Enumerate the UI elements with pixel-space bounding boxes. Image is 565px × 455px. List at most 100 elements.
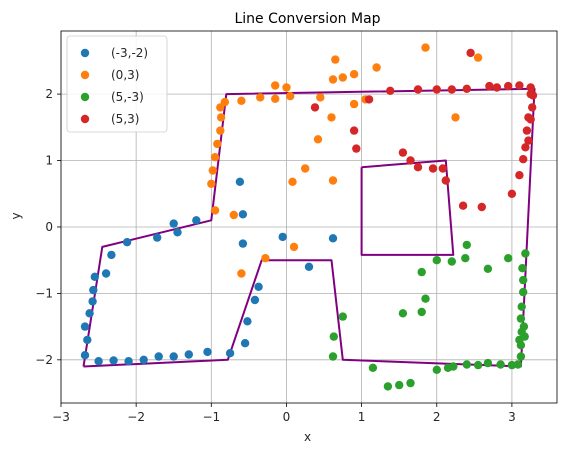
data-point-series-1 <box>107 250 116 260</box>
data-point-series-2 <box>327 113 336 122</box>
data-point-series-4 <box>447 85 456 94</box>
legend-label: (0,3) <box>111 68 139 82</box>
data-point-series-2 <box>289 242 299 252</box>
data-point-series-2 <box>208 166 217 175</box>
legend-marker <box>80 70 90 80</box>
data-point-series-4 <box>526 83 535 92</box>
data-point-series-3 <box>462 240 471 250</box>
data-point-series-2 <box>313 135 323 144</box>
data-point-series-4 <box>526 89 535 99</box>
data-point-series-1 <box>88 297 97 306</box>
data-point-series-1 <box>90 272 100 281</box>
data-point-series-1 <box>80 322 90 331</box>
data-point-series-4 <box>522 126 532 135</box>
data-point-series-4 <box>462 84 471 94</box>
data-point-series-2 <box>207 179 216 188</box>
data-point-series-1 <box>328 234 338 243</box>
legend-marker <box>80 114 90 124</box>
data-point-series-3 <box>417 267 426 277</box>
data-point-series-3 <box>449 362 458 371</box>
data-point-series-4 <box>432 85 441 94</box>
y-tick-label: 1 <box>45 154 53 168</box>
data-point-series-3 <box>483 358 493 368</box>
data-point-series-4 <box>441 176 450 185</box>
x-tick-label: −3 <box>52 410 70 424</box>
data-point-series-1 <box>238 239 248 248</box>
legend-marker <box>80 48 90 58</box>
data-point-series-3 <box>516 314 526 323</box>
data-point-series-4 <box>528 103 537 112</box>
data-point-series-1 <box>169 219 178 228</box>
data-point-series-4 <box>477 202 486 212</box>
data-point-series-3 <box>496 360 505 369</box>
data-point-series-1 <box>80 351 90 360</box>
plot-frame <box>60 30 558 404</box>
data-point-series-2 <box>229 210 238 220</box>
data-point-series-2 <box>256 93 265 102</box>
data-point-series-3 <box>473 360 483 370</box>
data-point-series-4 <box>413 85 423 94</box>
legend: (-3,-2) (0,3) (5,-3) (5,3) <box>66 35 168 133</box>
boundary-line-2 <box>360 159 455 256</box>
data-point-series-2 <box>216 126 225 135</box>
data-point-series-1 <box>169 352 178 361</box>
data-point-series-1 <box>250 295 260 305</box>
data-point-series-2 <box>451 113 460 122</box>
data-point-series-2 <box>372 63 381 72</box>
data-point-series-1 <box>184 350 193 359</box>
data-point-series-3 <box>383 382 393 391</box>
data-point-series-1 <box>109 356 118 365</box>
data-point-series-4 <box>492 83 502 92</box>
data-point-series-1 <box>173 228 182 237</box>
data-point-series-3 <box>519 322 529 331</box>
y-tick-label: 2 <box>45 87 53 101</box>
data-point-series-1 <box>304 262 314 271</box>
legend-label: (5,3) <box>111 112 139 126</box>
x-tick-label: −2 <box>127 410 145 424</box>
data-point-series-2 <box>216 113 226 122</box>
legend-box <box>66 35 168 133</box>
data-point-series-2 <box>261 254 270 263</box>
data-point-series-2 <box>237 269 246 278</box>
data-point-series-3 <box>519 287 528 297</box>
data-point-series-1 <box>124 357 133 366</box>
data-point-series-3 <box>432 256 441 265</box>
y-axis-label: y <box>9 212 23 219</box>
x-axis-label: x <box>304 430 311 444</box>
data-point-series-4 <box>507 189 517 198</box>
data-point-series-1 <box>243 317 252 326</box>
data-point-series-3 <box>462 360 471 369</box>
y-tick-label: 0 <box>45 220 53 234</box>
data-point-series-4 <box>515 81 524 90</box>
legend-label: (-3,-2) <box>111 46 148 60</box>
y-tick-label: −1 <box>35 286 53 300</box>
data-point-series-3 <box>518 264 527 273</box>
data-point-series-3 <box>461 254 470 263</box>
data-point-series-1 <box>94 357 103 366</box>
data-point-series-1 <box>238 210 248 219</box>
data-point-series-1 <box>225 349 235 358</box>
data-point-series-2 <box>316 93 325 102</box>
data-point-series-3 <box>368 363 378 372</box>
data-point-series-4 <box>466 48 475 58</box>
data-point-series-1 <box>254 282 263 291</box>
data-point-series-2 <box>213 139 222 149</box>
data-point-series-3 <box>421 294 430 303</box>
data-point-series-3 <box>328 352 338 361</box>
data-point-series-1 <box>139 355 148 364</box>
data-point-series-2 <box>331 55 340 64</box>
data-point-series-3 <box>329 332 338 341</box>
data-point-series-1 <box>240 339 250 348</box>
data-point-series-1 <box>122 238 132 247</box>
data-point-series-1 <box>278 232 287 242</box>
data-point-series-3 <box>338 312 347 321</box>
data-point-series-3 <box>504 254 513 263</box>
x-tick-label: 3 <box>508 410 516 424</box>
data-point-series-4 <box>398 148 408 157</box>
data-point-series-4 <box>413 163 423 172</box>
plot-area: −3 −2 −1 0 1 2 3 −2 −1 0 1 2 (-3,-2) (0,3) (5,-3) (5,3) <box>35 30 558 424</box>
data-point-series-3 <box>417 307 426 317</box>
data-point-series-3 <box>447 257 456 266</box>
data-point-series-2 <box>220 97 229 107</box>
